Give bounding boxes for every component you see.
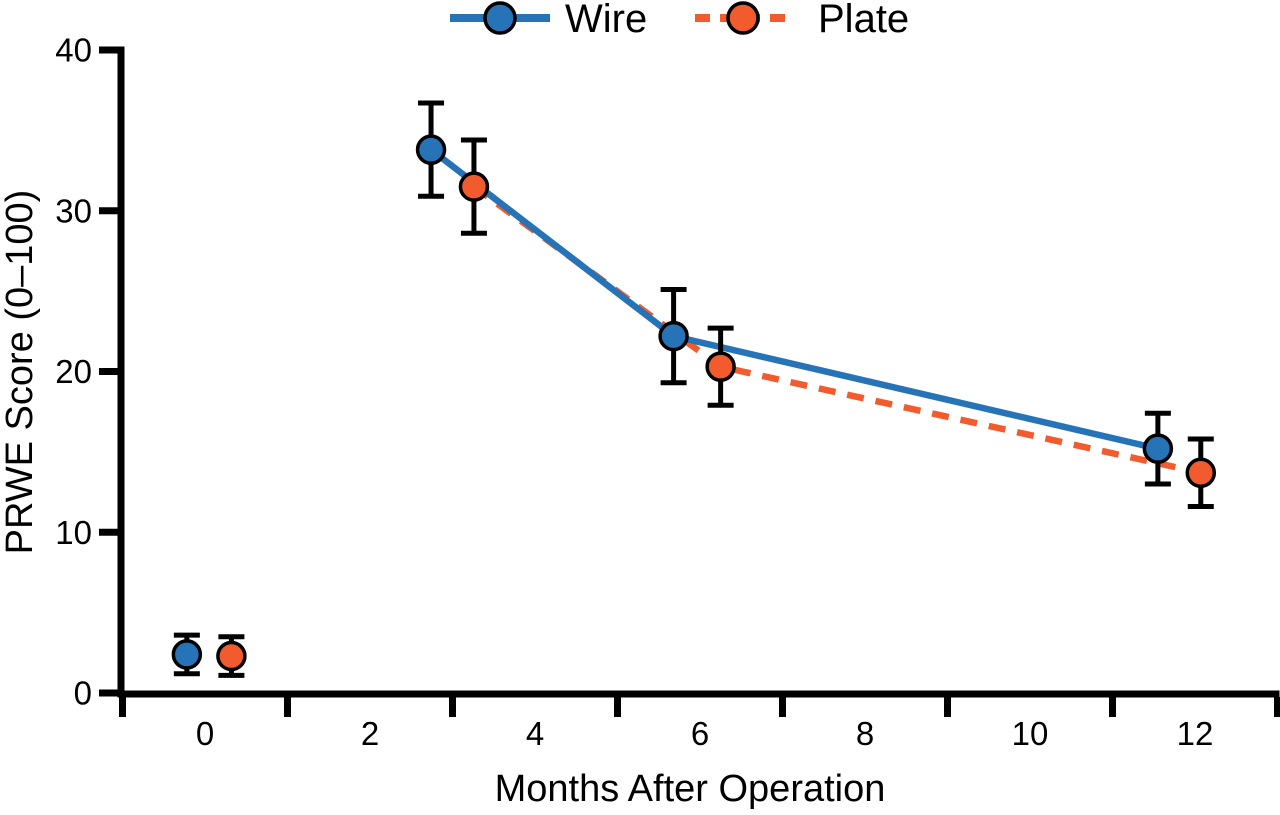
x-tick-label: 0 bbox=[196, 715, 214, 752]
x-tick-label: 12 bbox=[1177, 715, 1214, 752]
wire-line bbox=[429, 147, 1159, 452]
y-tick-label: 30 bbox=[55, 192, 92, 229]
series-lines-layer bbox=[429, 147, 1202, 476]
legend-plate-label: Plate bbox=[818, 0, 909, 41]
x-axis-label: Months After Operation bbox=[495, 768, 886, 810]
wire-marker bbox=[171, 639, 203, 670]
plate-line bbox=[472, 184, 1202, 476]
wire-marker bbox=[415, 134, 447, 165]
legend-wire-marker bbox=[483, 1, 517, 35]
x-tick-label: 2 bbox=[361, 715, 379, 752]
plate-marker bbox=[458, 171, 490, 202]
y-tick-label: 40 bbox=[55, 32, 92, 69]
error-bars-layer bbox=[173, 100, 1214, 678]
legend-plate-marker bbox=[726, 1, 760, 35]
y-tick-label: 0 bbox=[74, 675, 92, 712]
data-markers-layer bbox=[171, 134, 1217, 672]
legend-wire-label: Wire bbox=[565, 0, 647, 41]
wire-marker bbox=[658, 320, 689, 352]
plate-marker bbox=[705, 351, 736, 382]
y-tick-label: 10 bbox=[55, 514, 92, 551]
x-tick-label: 6 bbox=[691, 715, 709, 752]
x-tick-label: 8 bbox=[856, 715, 874, 752]
x-tick-label: 10 bbox=[1012, 715, 1049, 752]
axes-layer: 0 10 20 30 40 0 2 4 6 8 10 12 bbox=[55, 32, 1280, 752]
plate-marker bbox=[1185, 457, 1217, 489]
wire-marker bbox=[1142, 433, 1174, 464]
y-tick-label: 20 bbox=[55, 353, 92, 390]
x-tick-label: 4 bbox=[526, 715, 544, 752]
plate-marker bbox=[216, 640, 247, 672]
legend: Wire Plate bbox=[450, 0, 909, 41]
y-axis-label: PRWE Score (0–100) bbox=[0, 190, 41, 555]
